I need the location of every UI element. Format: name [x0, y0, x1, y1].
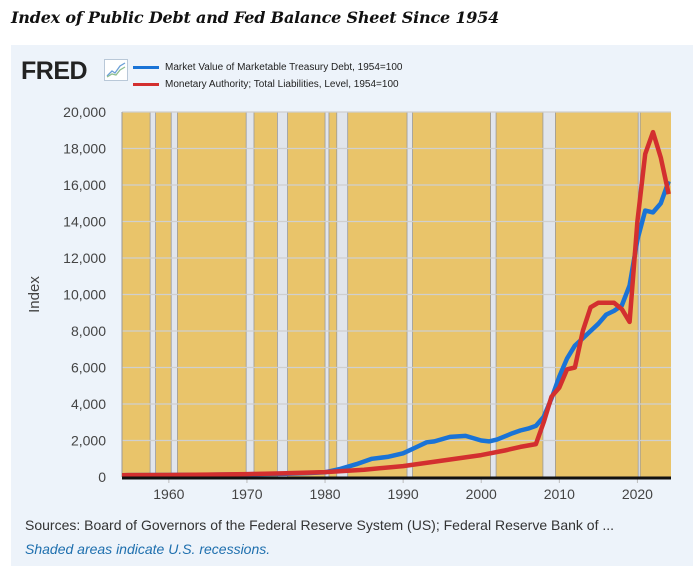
page-title: Index of Public Debt and Fed Balance She… [11, 8, 500, 27]
y-tick-label: 14,000 [63, 214, 106, 230]
legend-item-treasury-debt[interactable]: Market Value of Marketable Treasury Debt… [133, 59, 402, 76]
y-tick-label: 0 [98, 469, 106, 485]
legend-label: Monetary Authority; Total Liabilities, L… [165, 79, 399, 90]
x-tick-label: 1970 [231, 486, 262, 502]
x-tick-label: 2020 [622, 486, 653, 502]
y-tick-label: 8,000 [71, 323, 106, 339]
fred-logo[interactable]: FRED [21, 57, 88, 85]
line-chart-icon [104, 59, 128, 81]
y-tick-label: 18,000 [63, 141, 106, 157]
chart-svg: 0 2,000 4,000 6,000 8,000 10,000 12,000 14,000 1… [26, 104, 671, 502]
sources-text: Sources: Board of Governors of the Feder… [25, 517, 615, 533]
series-line-fed-liabilities [122, 129, 671, 478]
y-axis-label: Index [26, 276, 43, 313]
y-tick-label: 12,000 [63, 250, 106, 266]
x-tick-label: 2000 [466, 486, 497, 502]
x-tick-label: 1990 [388, 486, 419, 502]
chart-legend: Market Value of Marketable Treasury Debt… [133, 59, 402, 93]
legend-label: Market Value of Marketable Treasury Debt… [165, 62, 403, 73]
recession-note: Shaded areas indicate U.S. recessions. [25, 541, 271, 557]
y-tick-label: 2,000 [71, 433, 106, 449]
x-tick-label: 1960 [153, 486, 184, 502]
legend-swatch-red [133, 83, 159, 86]
x-tick-label: 1980 [309, 486, 340, 502]
legend-swatch-blue [133, 66, 159, 69]
y-tick-label: 4,000 [71, 396, 106, 412]
y-tick-label: 6,000 [71, 360, 106, 376]
legend-item-fed-liabilities[interactable]: Monetary Authority; Total Liabilities, L… [133, 76, 402, 93]
y-tick-label: 20,000 [63, 104, 106, 120]
y-tick-label: 16,000 [63, 177, 106, 193]
chart-panel: FRED Market Value of Marketable Treasury… [11, 45, 693, 566]
x-tick-label: 2010 [544, 486, 575, 502]
y-tick-label: 10,000 [63, 287, 106, 303]
